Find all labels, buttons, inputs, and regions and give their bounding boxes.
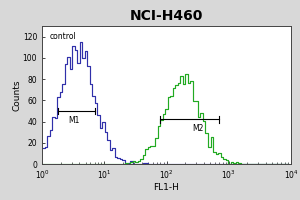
X-axis label: FL1-H: FL1-H	[154, 183, 179, 192]
Text: M2: M2	[192, 124, 204, 133]
Text: M1: M1	[68, 116, 80, 125]
Y-axis label: Counts: Counts	[12, 79, 21, 111]
Title: NCI-H460: NCI-H460	[130, 9, 203, 23]
Text: control: control	[50, 32, 77, 41]
